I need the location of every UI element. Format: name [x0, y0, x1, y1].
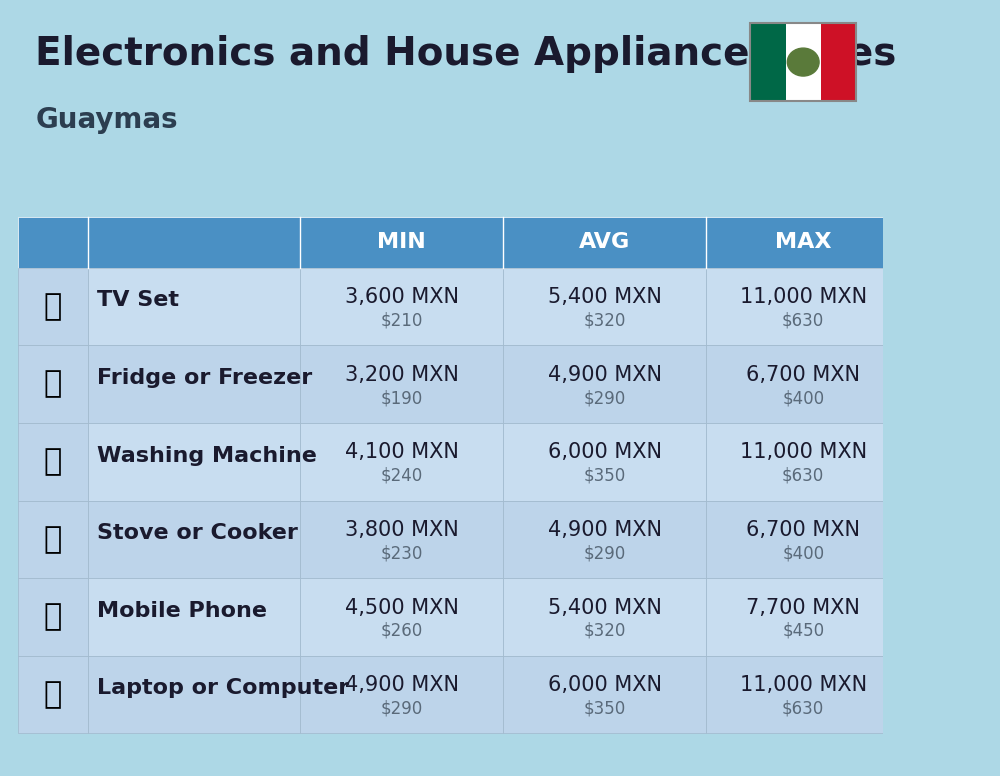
Text: $350: $350	[583, 466, 626, 485]
Text: MAX: MAX	[775, 233, 831, 252]
Text: Stove or Cooker: Stove or Cooker	[97, 523, 298, 543]
Text: $210: $210	[380, 311, 423, 330]
FancyBboxPatch shape	[503, 656, 706, 733]
FancyBboxPatch shape	[300, 268, 503, 345]
Text: MIN: MIN	[377, 233, 426, 252]
Text: 5,400 MXN: 5,400 MXN	[548, 287, 662, 307]
FancyBboxPatch shape	[706, 268, 900, 345]
FancyBboxPatch shape	[88, 578, 300, 656]
FancyBboxPatch shape	[503, 423, 706, 501]
FancyBboxPatch shape	[300, 578, 503, 656]
Text: Washing Machine: Washing Machine	[97, 445, 317, 466]
Text: 6,000 MXN: 6,000 MXN	[548, 442, 662, 462]
FancyBboxPatch shape	[503, 268, 706, 345]
Text: Mobile Phone: Mobile Phone	[97, 601, 267, 621]
Text: 6,700 MXN: 6,700 MXN	[746, 520, 860, 540]
FancyBboxPatch shape	[503, 217, 706, 268]
FancyBboxPatch shape	[18, 501, 88, 578]
FancyBboxPatch shape	[88, 268, 300, 345]
Text: Laptop or Computer: Laptop or Computer	[97, 678, 349, 698]
FancyBboxPatch shape	[503, 501, 706, 578]
FancyBboxPatch shape	[18, 423, 88, 501]
FancyBboxPatch shape	[503, 578, 706, 656]
Text: 7,700 MXN: 7,700 MXN	[746, 598, 860, 618]
FancyBboxPatch shape	[18, 268, 88, 345]
Text: $450: $450	[782, 622, 824, 640]
FancyBboxPatch shape	[18, 578, 88, 656]
FancyBboxPatch shape	[88, 423, 300, 501]
FancyBboxPatch shape	[300, 217, 503, 268]
Text: 11,000 MXN: 11,000 MXN	[740, 675, 867, 695]
Text: $630: $630	[782, 699, 824, 718]
FancyBboxPatch shape	[300, 345, 503, 423]
Text: $400: $400	[782, 389, 824, 407]
FancyBboxPatch shape	[821, 23, 856, 101]
FancyBboxPatch shape	[706, 423, 900, 501]
FancyBboxPatch shape	[503, 345, 706, 423]
Text: 📱: 📱	[44, 602, 62, 632]
Text: $320: $320	[583, 311, 626, 330]
Circle shape	[787, 48, 819, 76]
FancyBboxPatch shape	[18, 345, 88, 423]
Text: 3,800 MXN: 3,800 MXN	[345, 520, 458, 540]
Text: 4,900 MXN: 4,900 MXN	[548, 365, 662, 385]
Text: 🫧: 🫧	[44, 447, 62, 476]
FancyBboxPatch shape	[18, 656, 88, 733]
Text: $260: $260	[380, 622, 423, 640]
Text: $630: $630	[782, 466, 824, 485]
FancyBboxPatch shape	[786, 23, 821, 101]
FancyBboxPatch shape	[18, 217, 88, 268]
Text: $400: $400	[782, 544, 824, 563]
FancyBboxPatch shape	[706, 578, 900, 656]
Text: $240: $240	[380, 466, 423, 485]
Text: Fridge or Freezer: Fridge or Freezer	[97, 368, 312, 388]
FancyBboxPatch shape	[88, 217, 300, 268]
Text: $190: $190	[380, 389, 423, 407]
Text: 11,000 MXN: 11,000 MXN	[740, 287, 867, 307]
Text: 3,600 MXN: 3,600 MXN	[345, 287, 459, 307]
Text: 🧊: 🧊	[44, 369, 62, 399]
Text: Electronics and House Appliance Prices: Electronics and House Appliance Prices	[35, 36, 897, 73]
Text: TV Set: TV Set	[97, 290, 179, 310]
FancyBboxPatch shape	[706, 217, 900, 268]
FancyBboxPatch shape	[300, 423, 503, 501]
FancyBboxPatch shape	[300, 501, 503, 578]
FancyBboxPatch shape	[750, 23, 786, 101]
Text: $320: $320	[583, 622, 626, 640]
FancyBboxPatch shape	[88, 345, 300, 423]
FancyBboxPatch shape	[706, 501, 900, 578]
FancyBboxPatch shape	[300, 656, 503, 733]
FancyBboxPatch shape	[706, 656, 900, 733]
FancyBboxPatch shape	[706, 345, 900, 423]
FancyBboxPatch shape	[88, 501, 300, 578]
Text: 4,500 MXN: 4,500 MXN	[345, 598, 459, 618]
Text: $230: $230	[380, 544, 423, 563]
Text: $290: $290	[583, 389, 626, 407]
Text: $630: $630	[782, 311, 824, 330]
Text: 4,100 MXN: 4,100 MXN	[345, 442, 459, 462]
Text: $350: $350	[583, 699, 626, 718]
Text: 4,900 MXN: 4,900 MXN	[345, 675, 459, 695]
Text: 📺: 📺	[44, 292, 62, 321]
Text: 💻: 💻	[44, 680, 62, 709]
Text: 🔥: 🔥	[44, 525, 62, 554]
Text: AVG: AVG	[579, 233, 630, 252]
Text: 6,000 MXN: 6,000 MXN	[548, 675, 662, 695]
Text: $290: $290	[583, 544, 626, 563]
FancyBboxPatch shape	[88, 656, 300, 733]
Text: 5,400 MXN: 5,400 MXN	[548, 598, 662, 618]
Text: Guaymas: Guaymas	[35, 106, 178, 134]
Text: 6,700 MXN: 6,700 MXN	[746, 365, 860, 385]
Text: 3,200 MXN: 3,200 MXN	[345, 365, 459, 385]
Text: 11,000 MXN: 11,000 MXN	[740, 442, 867, 462]
Text: $290: $290	[380, 699, 423, 718]
Text: 4,900 MXN: 4,900 MXN	[548, 520, 662, 540]
